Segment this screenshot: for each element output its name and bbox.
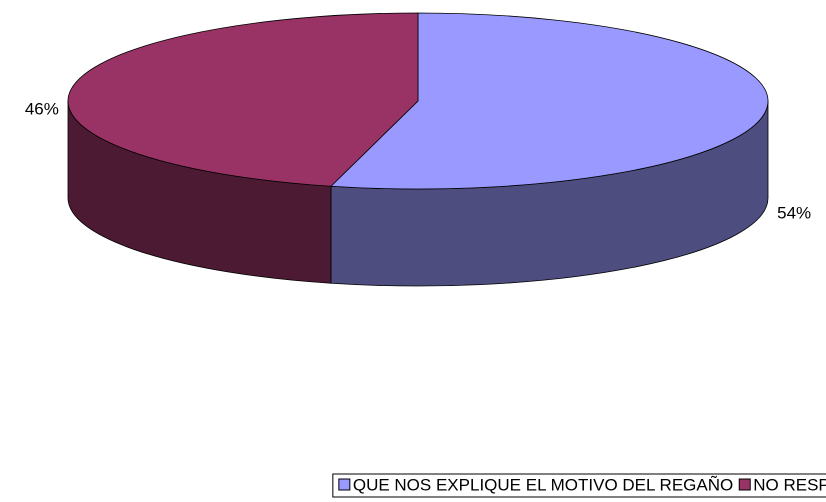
legend-swatch: [738, 478, 751, 491]
legend-label: QUE NOS EXPLIQUE EL MOTIVO DEL REGAÑO: [353, 475, 733, 494]
data-label: 54%: [777, 204, 811, 223]
legend-label: NO RESPONDEN: [753, 475, 826, 494]
legend: [332, 473, 826, 498]
pie-slice: [330, 12, 769, 190]
legend-swatch: [338, 478, 351, 491]
pie-tops: [67, 12, 769, 190]
pie-slice: [67, 12, 419, 187]
data-label: 46%: [25, 99, 59, 118]
data-labels: 54% 46%: [25, 99, 811, 222]
legend-items: QUE NOS EXPLIQUE EL MOTIVO DEL REGAÑO NO …: [338, 475, 826, 494]
